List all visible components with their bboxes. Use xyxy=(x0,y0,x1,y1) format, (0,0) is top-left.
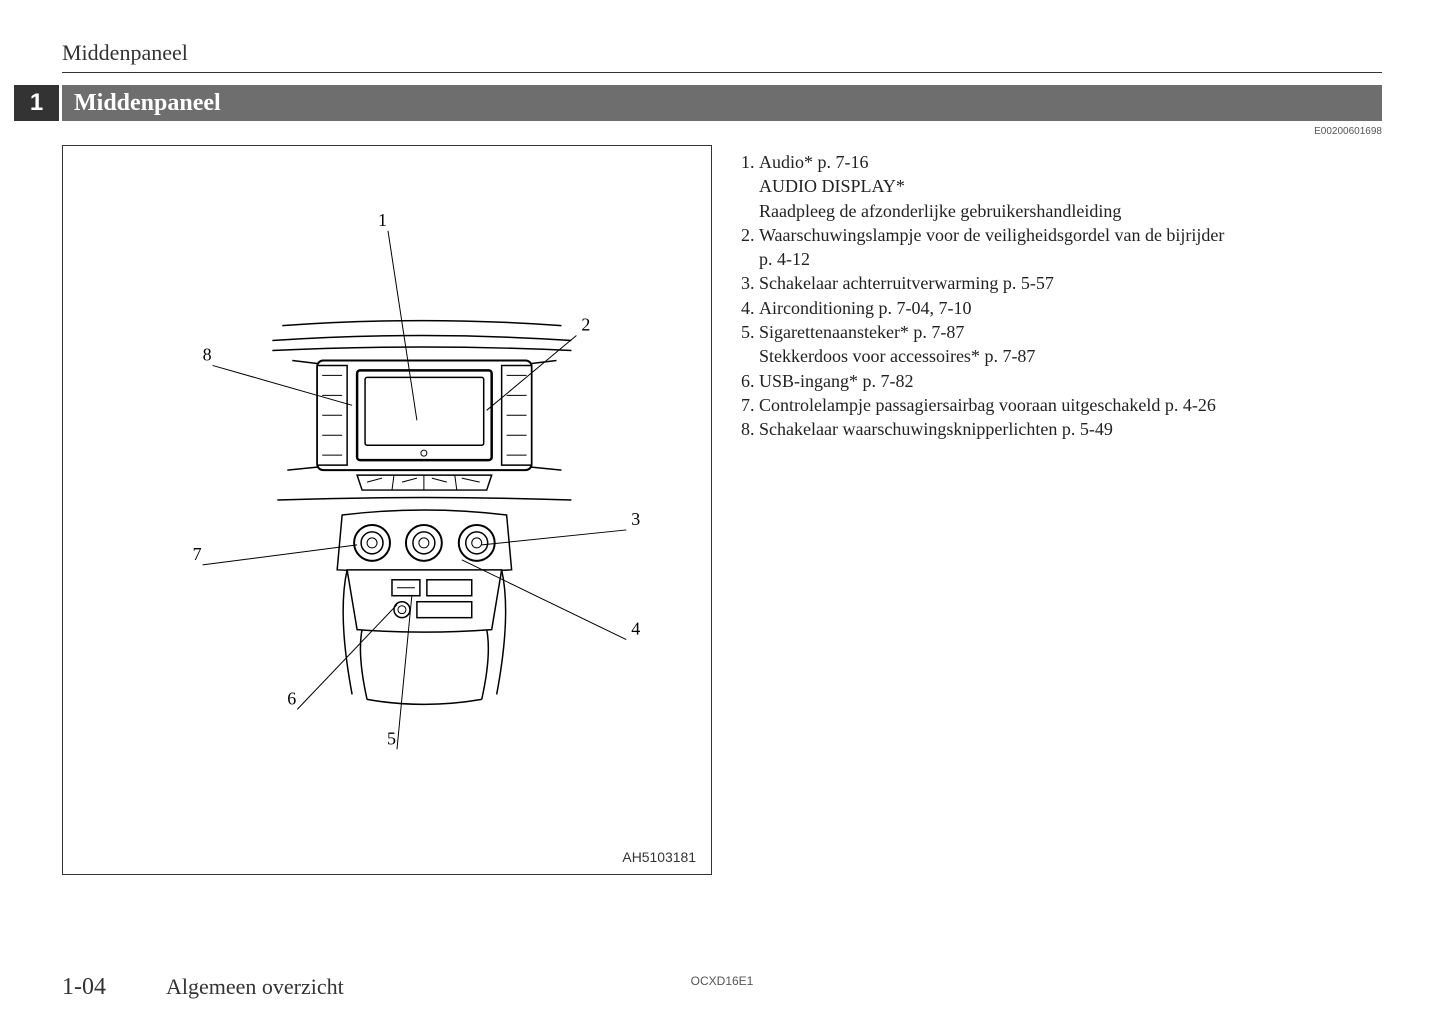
page-number: 1-04 xyxy=(62,974,106,1001)
header-title: Middenpaneel xyxy=(62,40,188,66)
document-code: E00200601698 xyxy=(1314,126,1382,137)
diagram-container: 1 2 3 4 5 6 7 8 AH5103181 xyxy=(62,145,712,875)
callout-label-1: 1 xyxy=(378,210,387,230)
diagram-reference-code: AH5103181 xyxy=(622,849,696,865)
callout-label-2: 2 xyxy=(581,315,590,335)
legend-item-7: Controlelampje passagiersairbag vooraan … xyxy=(759,393,1375,417)
section-banner: Middenpaneel xyxy=(62,85,1382,121)
legend-text: Audio* p. 7-16 xyxy=(759,152,869,172)
callout-label-5: 5 xyxy=(387,728,396,748)
callout-label-7: 7 xyxy=(193,544,202,564)
footer-section-title: Algemeen overzicht xyxy=(166,974,344,1000)
legend-text: AUDIO DISPLAY* xyxy=(759,176,905,196)
legend-text: Waarschuwingslampje voor de veiligheidsg… xyxy=(759,225,1224,245)
legend-text: Sigarettenaansteker* p. 7-87 xyxy=(759,322,964,342)
legend-text: Stekkerdoos voor accessoires* p. 7-87 xyxy=(759,346,1035,366)
legend-item-1: Audio* p. 7-16 AUDIO DISPLAY* Raadpleeg de… xyxy=(759,150,1375,223)
center-panel-diagram: 1 2 3 4 5 6 7 8 AH5103181 xyxy=(63,146,711,874)
legend-text: Schakelaar waarschuwingsknipperlichten p… xyxy=(759,419,1113,439)
legend-list: Audio* p. 7-16 AUDIO DISPLAY* Raadpleeg de… xyxy=(735,150,1375,442)
legend-item-2: Waarschuwingslampje voor de veiligheidsg… xyxy=(759,223,1375,272)
legend-text: Airconditioning p. 7-04, 7-10 xyxy=(759,298,971,318)
footer-code: OCXD16E1 xyxy=(691,974,754,988)
legend-item-8: Schakelaar waarschuwingsknipperlichten p… xyxy=(759,417,1375,441)
callout-label-8: 8 xyxy=(203,344,212,364)
legend-item-6: USB-ingang* p. 7-82 xyxy=(759,369,1375,393)
legend-text: Schakelaar achterruitverwarming p. 5-57 xyxy=(759,273,1054,293)
legend-item-3: Schakelaar achterruitverwarming p. 5-57 xyxy=(759,271,1375,295)
callout-label-6: 6 xyxy=(287,688,296,708)
callout-label-4: 4 xyxy=(631,619,640,639)
callout-label-3: 3 xyxy=(631,509,640,529)
legend-item-5: Sigarettenaansteker* p. 7-87 Stekkerdoos … xyxy=(759,320,1375,369)
legend-text: Raadpleeg de afzonderlijke gebruikershan… xyxy=(759,201,1121,221)
legend-text: Controlelampje passagiersairbag vooraan … xyxy=(759,395,1216,415)
footer: 1-04 Algemeen overzicht OCXD16E1 xyxy=(62,974,1382,1001)
legend-item-4: Airconditioning p. 7-04, 7-10 xyxy=(759,296,1375,320)
legend-text: p. 4-12 xyxy=(759,249,810,269)
chapter-tab: 1 xyxy=(14,85,59,121)
header-rule xyxy=(62,72,1382,73)
legend-text: USB-ingang* p. 7-82 xyxy=(759,371,914,391)
